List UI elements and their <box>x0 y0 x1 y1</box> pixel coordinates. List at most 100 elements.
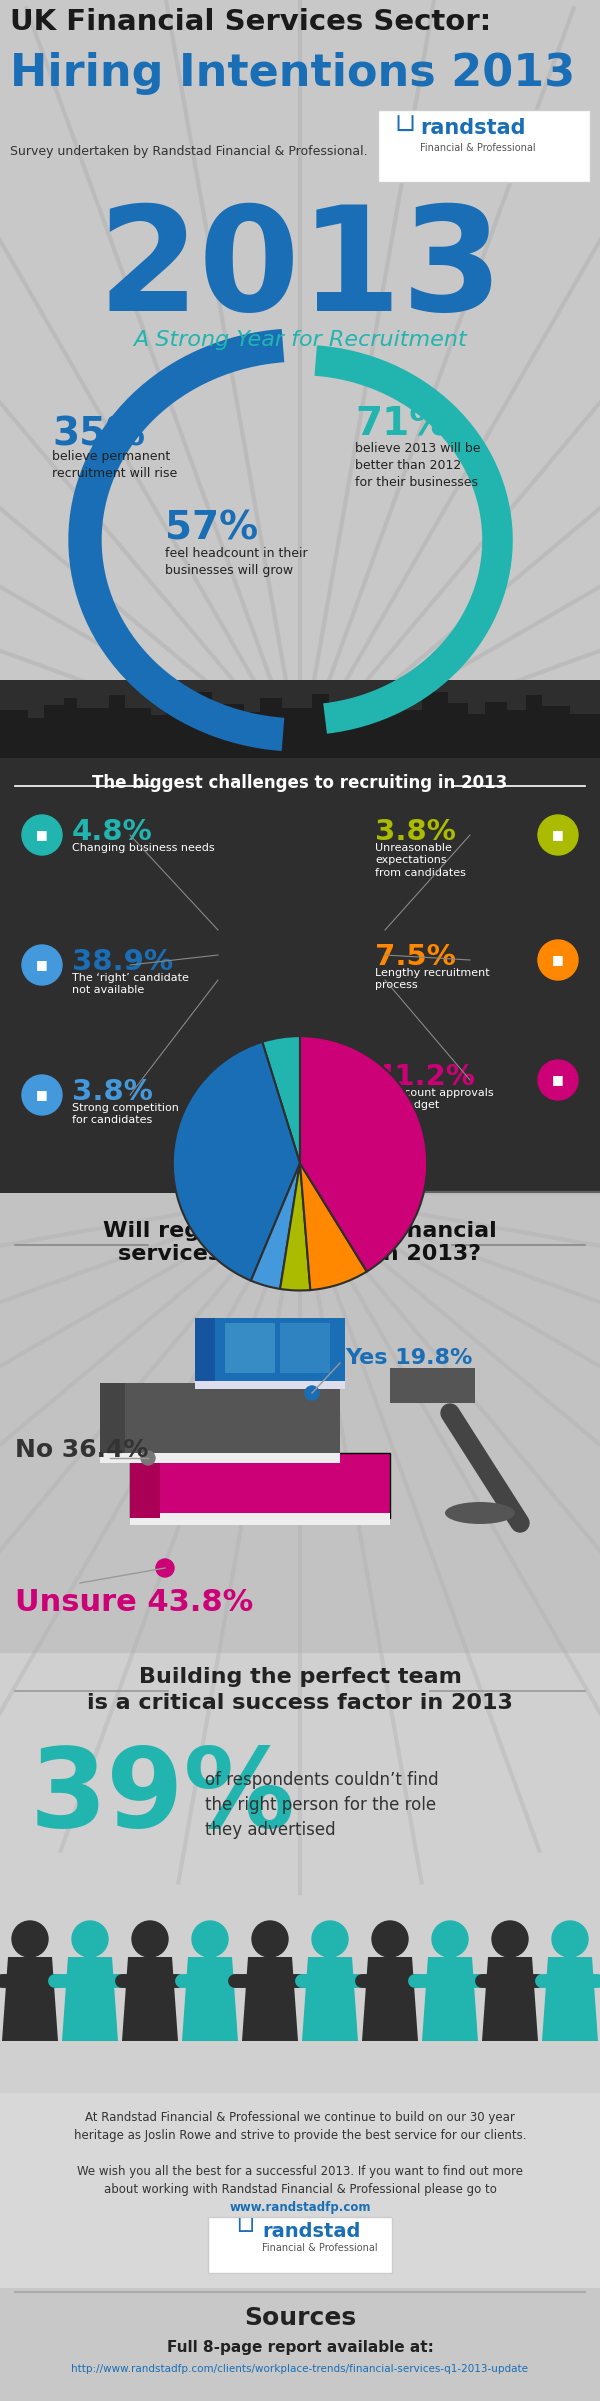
Bar <box>0 2288 600 2401</box>
Polygon shape <box>195 1318 345 1381</box>
Text: is a critical success factor in 2013: is a critical success factor in 2013 <box>87 1693 513 1712</box>
Text: 35%: 35% <box>52 415 145 454</box>
Text: ■: ■ <box>36 958 48 972</box>
Text: 39%: 39% <box>30 1743 296 1851</box>
Text: 38.9%: 38.9% <box>72 948 173 975</box>
Text: 57%: 57% <box>165 509 258 547</box>
FancyBboxPatch shape <box>378 110 590 182</box>
Polygon shape <box>62 1957 118 2041</box>
Text: ■: ■ <box>552 1073 564 1088</box>
Bar <box>212 703 244 759</box>
Bar <box>77 708 109 759</box>
Text: ■: ■ <box>552 953 564 968</box>
Bar <box>166 701 186 759</box>
Bar <box>329 706 356 759</box>
Circle shape <box>22 814 62 855</box>
Wedge shape <box>173 1042 300 1280</box>
Bar <box>282 708 312 759</box>
Polygon shape <box>2 1957 58 2041</box>
Text: 71%: 71% <box>355 406 448 444</box>
Bar <box>125 708 151 759</box>
Bar <box>570 713 600 759</box>
Circle shape <box>312 1921 348 1957</box>
Polygon shape <box>482 1957 538 2041</box>
Text: Lengthy recruitment
process: Lengthy recruitment process <box>375 968 490 989</box>
Text: At Randstad Financial & Professional we continue to build on our 30 year: At Randstad Financial & Professional we … <box>85 2110 515 2125</box>
Bar <box>151 715 166 759</box>
Wedge shape <box>300 1037 427 1273</box>
Polygon shape <box>302 1957 358 2041</box>
Text: about working with Randstad Financial & Professional please go to: about working with Randstad Financial & … <box>104 2183 496 2197</box>
Bar <box>0 1652 600 2094</box>
Bar <box>195 1318 215 1381</box>
Bar <box>356 713 376 759</box>
Bar <box>64 699 77 759</box>
Ellipse shape <box>445 1503 515 1525</box>
Text: believe permanent
recruitment will rise: believe permanent recruitment will rise <box>52 449 177 480</box>
Polygon shape <box>122 1957 178 2041</box>
Text: Will regulation impact financial
services businesses in 2013?: Will regulation impact financial service… <box>103 1222 497 1265</box>
Circle shape <box>22 946 62 984</box>
Polygon shape <box>422 1957 478 2041</box>
Text: └┘: └┘ <box>232 2223 259 2243</box>
Circle shape <box>72 1921 108 1957</box>
Bar <box>312 694 329 759</box>
Circle shape <box>538 941 578 980</box>
Bar <box>0 711 28 759</box>
Text: Survey undertaken by Randstad Financial & Professional.: Survey undertaken by Randstad Financial … <box>10 144 368 158</box>
Bar <box>225 1323 275 1373</box>
Circle shape <box>432 1921 468 1957</box>
Bar <box>485 701 507 759</box>
Bar <box>44 706 64 759</box>
Polygon shape <box>362 1957 418 2041</box>
Bar <box>109 694 125 759</box>
Text: Unsure 43.8%: Unsure 43.8% <box>15 1587 253 1616</box>
Circle shape <box>12 1921 48 1957</box>
Bar <box>542 706 570 759</box>
Bar <box>390 1369 475 1402</box>
Circle shape <box>132 1921 168 1957</box>
Text: The biggest challenges to recruiting in 2013: The biggest challenges to recruiting in … <box>92 773 508 792</box>
Polygon shape <box>542 1957 598 2041</box>
Bar <box>448 703 468 759</box>
Text: Financial & Professional: Financial & Professional <box>420 144 536 154</box>
Circle shape <box>552 1921 588 1957</box>
Text: Financial & Professional: Financial & Professional <box>262 2243 377 2252</box>
Circle shape <box>156 1558 174 1577</box>
Bar <box>0 2094 600 2288</box>
Circle shape <box>141 1450 155 1465</box>
Circle shape <box>252 1921 288 1957</box>
Text: Unreasonable
expectations
from candidates: Unreasonable expectations from candidate… <box>375 843 466 879</box>
Polygon shape <box>242 1957 298 2041</box>
Circle shape <box>372 1921 408 1957</box>
Text: Strong competition
for candidates: Strong competition for candidates <box>72 1102 179 1126</box>
Bar <box>186 691 212 759</box>
Text: 7.5%: 7.5% <box>375 944 456 970</box>
Bar <box>468 713 485 759</box>
Text: We wish you all the best for a successful 2013. If you want to find out more: We wish you all the best for a successfu… <box>77 2166 523 2178</box>
Text: 41.2%: 41.2% <box>375 1064 476 1090</box>
Text: heritage as Joslin Rowe and strive to provide the best service for our clients.: heritage as Joslin Rowe and strive to pr… <box>74 2130 526 2142</box>
Bar <box>0 1193 600 1652</box>
Bar <box>376 701 406 759</box>
Text: The ‘right’ candidate
not available: The ‘right’ candidate not available <box>72 972 189 996</box>
Text: Building the perfect team: Building the perfect team <box>139 1666 461 1688</box>
Text: randstad: randstad <box>262 2221 361 2240</box>
Wedge shape <box>251 1162 300 1289</box>
Circle shape <box>192 1921 228 1957</box>
Circle shape <box>305 1385 319 1400</box>
Text: feel headcount in their
businesses will grow: feel headcount in their businesses will … <box>165 547 308 576</box>
Bar <box>0 679 600 2401</box>
Bar <box>526 694 542 759</box>
Text: www.randstadfp.com: www.randstadfp.com <box>229 2202 371 2214</box>
Circle shape <box>492 1921 528 1957</box>
Wedge shape <box>280 1162 310 1289</box>
Bar <box>100 1383 125 1453</box>
Text: Hiring Intentions 2013: Hiring Intentions 2013 <box>10 53 575 96</box>
Text: of respondents couldn’t find
the right person for the role
they advertised: of respondents couldn’t find the right p… <box>205 1772 439 1839</box>
Wedge shape <box>262 1037 300 1162</box>
Bar <box>195 1381 345 1390</box>
Circle shape <box>538 814 578 855</box>
Text: ■: ■ <box>36 828 48 840</box>
Wedge shape <box>300 1162 367 1289</box>
